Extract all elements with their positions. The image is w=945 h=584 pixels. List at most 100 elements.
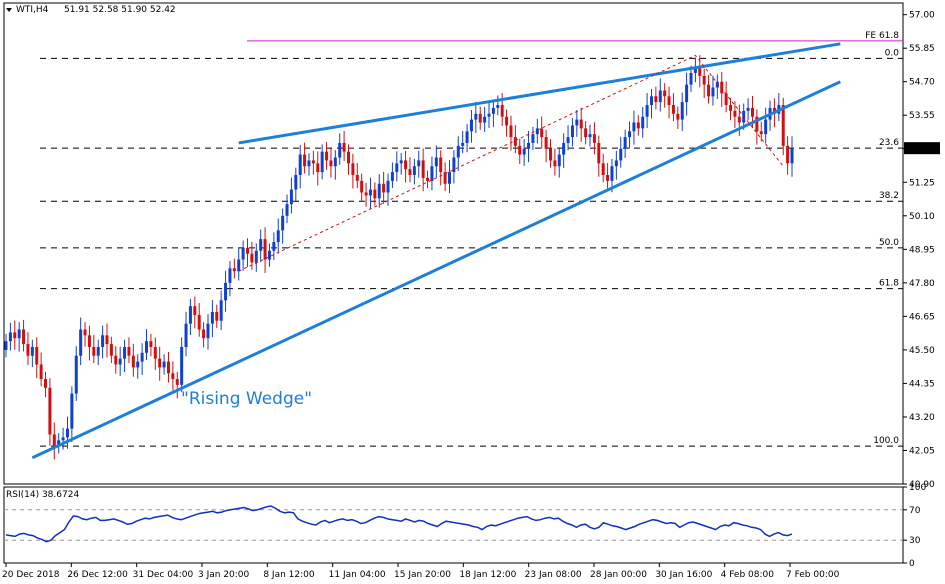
candle-body xyxy=(702,75,706,85)
candle-body xyxy=(632,122,636,132)
candle-body xyxy=(715,81,719,88)
candle-body xyxy=(750,107,754,117)
candle-body xyxy=(272,242,276,251)
candle-body xyxy=(311,160,315,164)
candle-body xyxy=(395,163,399,173)
candle-body xyxy=(606,174,610,181)
candle-body xyxy=(219,300,223,321)
candle-body xyxy=(65,428,69,438)
candle-body xyxy=(4,341,8,350)
x-tick-label: 31 Dec 04:00 xyxy=(133,570,194,580)
candle-body xyxy=(421,160,425,178)
candle-body xyxy=(285,204,289,216)
candle-body xyxy=(30,346,34,356)
candle-body xyxy=(707,84,711,97)
candle-body xyxy=(614,160,618,167)
candle-body xyxy=(140,352,144,362)
candle-body xyxy=(145,341,149,353)
candle-body xyxy=(540,128,544,138)
x-tick-label: 28 Jan 00:00 xyxy=(590,570,647,580)
candle-body xyxy=(114,355,118,365)
current-price-label: 52.42 xyxy=(907,144,933,154)
candle-body xyxy=(447,172,451,184)
candle-body xyxy=(83,329,87,336)
candle-body xyxy=(404,160,408,170)
x-tick-label: 4 Feb 08:00 xyxy=(721,570,775,580)
candle-body xyxy=(456,145,460,158)
fib-level-label: 50.0 xyxy=(879,238,899,248)
y-tick-label: 45.50 xyxy=(909,346,935,356)
y-tick-label: 50.10 xyxy=(909,212,935,222)
candle-body xyxy=(92,346,96,356)
candle-body xyxy=(663,90,667,97)
candle-body xyxy=(737,116,741,123)
fib-level-label: 100.0 xyxy=(873,436,899,446)
candle-body xyxy=(628,131,632,138)
candle-body xyxy=(557,154,561,167)
candle-body xyxy=(645,105,649,117)
candle-body xyxy=(746,107,750,111)
candle-body xyxy=(184,323,188,347)
candle-body xyxy=(667,96,671,106)
candle-body xyxy=(267,250,271,260)
candle-body xyxy=(680,102,684,120)
candle-body xyxy=(729,105,733,111)
candle-body xyxy=(162,361,166,368)
x-tick-label: 7 Feb 00:00 xyxy=(786,570,840,580)
rising-wedge-annotation: "Rising Wedge" xyxy=(181,389,313,409)
candle-body xyxy=(452,157,456,173)
x-tick-label: 30 Jan 16:00 xyxy=(655,570,712,580)
candle-body xyxy=(153,346,157,359)
candle-body xyxy=(759,131,763,135)
candle-body xyxy=(720,81,724,94)
x-tick-label: 18 Jan 12:00 xyxy=(459,570,516,580)
rsi-line xyxy=(5,505,793,543)
candle-body xyxy=(206,323,210,339)
candle-body xyxy=(109,344,113,356)
fib-level-label: 23.6 xyxy=(879,138,899,148)
candle-body xyxy=(224,282,228,301)
candle-body xyxy=(263,239,267,260)
candle-body xyxy=(566,137,570,143)
fib-level-label: 61.8 xyxy=(879,279,899,289)
candle-body xyxy=(13,332,17,339)
candle-body xyxy=(417,160,421,167)
wedge-upper-trendline xyxy=(238,42,841,145)
candle-body xyxy=(329,160,333,167)
candle-body xyxy=(386,180,390,193)
candle-body xyxy=(693,67,697,73)
candle-body xyxy=(241,247,245,260)
candle-body xyxy=(535,128,539,135)
candle-body xyxy=(513,137,517,146)
x-tick-label: 20 Dec 2018 xyxy=(2,570,60,580)
candle-body xyxy=(649,96,653,106)
candle-body xyxy=(316,163,320,173)
price-panel-frame xyxy=(3,2,904,485)
candle-body xyxy=(259,239,263,251)
candle-body xyxy=(689,72,693,85)
candle-body xyxy=(298,154,302,175)
candle-body xyxy=(149,341,153,347)
candle-body xyxy=(364,192,368,196)
candle-body xyxy=(487,113,491,117)
candle-body xyxy=(570,125,574,138)
candle-body xyxy=(518,145,522,155)
rsi-level-label: 30 xyxy=(909,536,921,546)
candle-body xyxy=(588,134,592,138)
candle-body xyxy=(131,355,135,368)
candle-body xyxy=(127,346,131,356)
candle-body xyxy=(601,163,605,175)
y-tick-label: 55.85 xyxy=(909,44,935,54)
candle-body xyxy=(180,346,184,385)
candle-body xyxy=(70,393,74,429)
candle-body xyxy=(755,116,759,132)
candle-body xyxy=(22,329,26,345)
candle-body xyxy=(61,437,65,441)
candle-body xyxy=(360,180,364,193)
candle-body xyxy=(685,84,689,103)
candle-body xyxy=(368,189,372,196)
candle-body xyxy=(412,166,416,175)
candle-body xyxy=(544,137,548,149)
candle-body xyxy=(584,128,588,138)
